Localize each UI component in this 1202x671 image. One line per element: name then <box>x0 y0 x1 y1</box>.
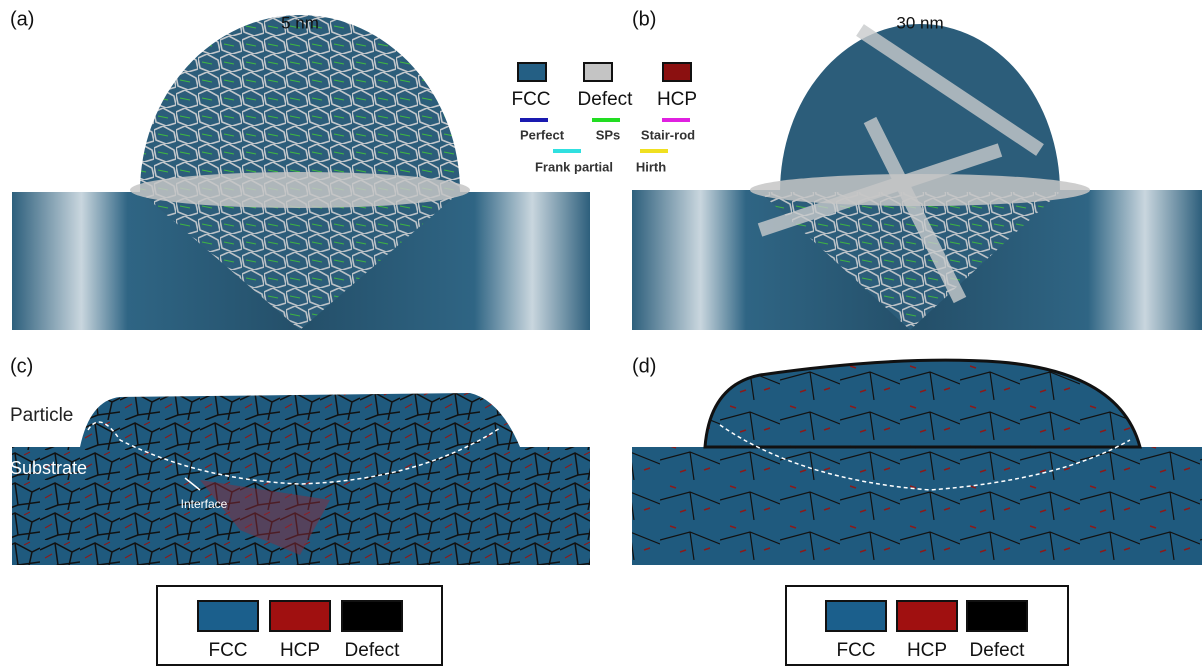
interface-defects <box>130 172 470 208</box>
panel-c <box>12 393 590 565</box>
swatch <box>518 63 546 81</box>
legend-label: FCC <box>836 640 875 661</box>
legend-label: Hirth <box>636 159 666 174</box>
swatch <box>826 601 886 631</box>
particle <box>705 360 1140 447</box>
legend-label: SPs <box>596 127 621 142</box>
swatch <box>584 63 612 81</box>
annotation: Particle <box>10 405 73 426</box>
panel-title: 5 nm <box>281 13 319 32</box>
legend-d: FCC HCP Defect <box>786 586 1068 665</box>
legend-label: HCP <box>280 640 320 661</box>
substrate <box>632 447 1202 565</box>
panel-d <box>632 360 1202 565</box>
figure: (a) 5 nm (b) 30 nm (c) (d) Particle Subs… <box>0 0 1202 671</box>
annotation: Substrate <box>10 458 87 478</box>
legend-label: FCC <box>208 640 247 661</box>
legend-label: Defect <box>345 640 401 661</box>
panel-label: (c) <box>10 355 33 377</box>
swatch <box>270 601 330 631</box>
swatch <box>342 601 402 631</box>
top-legend: FCC Defect HCP Perfect SPs Stair-rod Fra… <box>511 63 697 174</box>
legend-label: Perfect <box>520 127 565 142</box>
particle <box>140 15 460 192</box>
particle <box>780 24 1060 192</box>
legend-label: HCP <box>657 89 697 110</box>
panel-label: (a) <box>10 8 34 30</box>
legend-c: FCC HCP Defect <box>157 586 442 665</box>
particle <box>80 393 520 447</box>
panel-title: 30 nm <box>896 13 943 32</box>
swatch <box>663 63 691 81</box>
swatch <box>967 601 1027 631</box>
legend-label: FCC <box>511 89 550 110</box>
interface-defects <box>750 174 1090 206</box>
swatch <box>897 601 957 631</box>
legend-label: Defect <box>970 640 1026 661</box>
panel-label: (b) <box>632 8 656 30</box>
legend-label: Defect <box>578 89 634 110</box>
panel-b <box>632 24 1202 330</box>
legend-label: Frank partial <box>535 159 613 174</box>
panel-a <box>12 15 590 330</box>
annotation: Interface <box>181 497 228 511</box>
swatch <box>198 601 258 631</box>
legend-label: HCP <box>907 640 947 661</box>
legend-label: Stair-rod <box>641 127 695 142</box>
panel-label: (d) <box>632 355 656 377</box>
